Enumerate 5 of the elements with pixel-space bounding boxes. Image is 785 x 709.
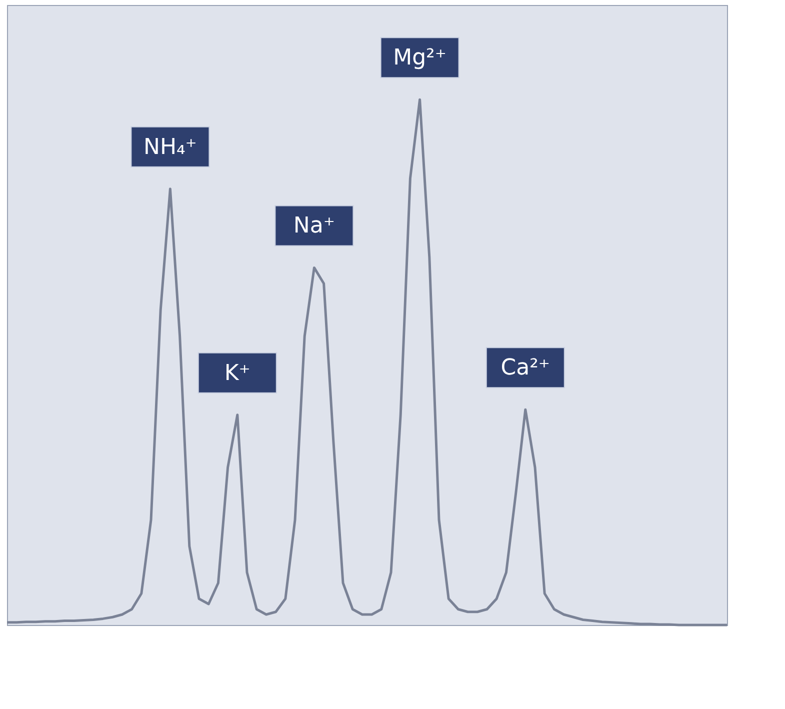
annotation: NH₄⁺ [143,134,197,160]
annotation: K⁺ [224,360,250,386]
text: Mg²⁺ [393,46,446,71]
annotation: Ca²⁺ [500,356,550,381]
annotation: Na⁺ [293,214,335,239]
